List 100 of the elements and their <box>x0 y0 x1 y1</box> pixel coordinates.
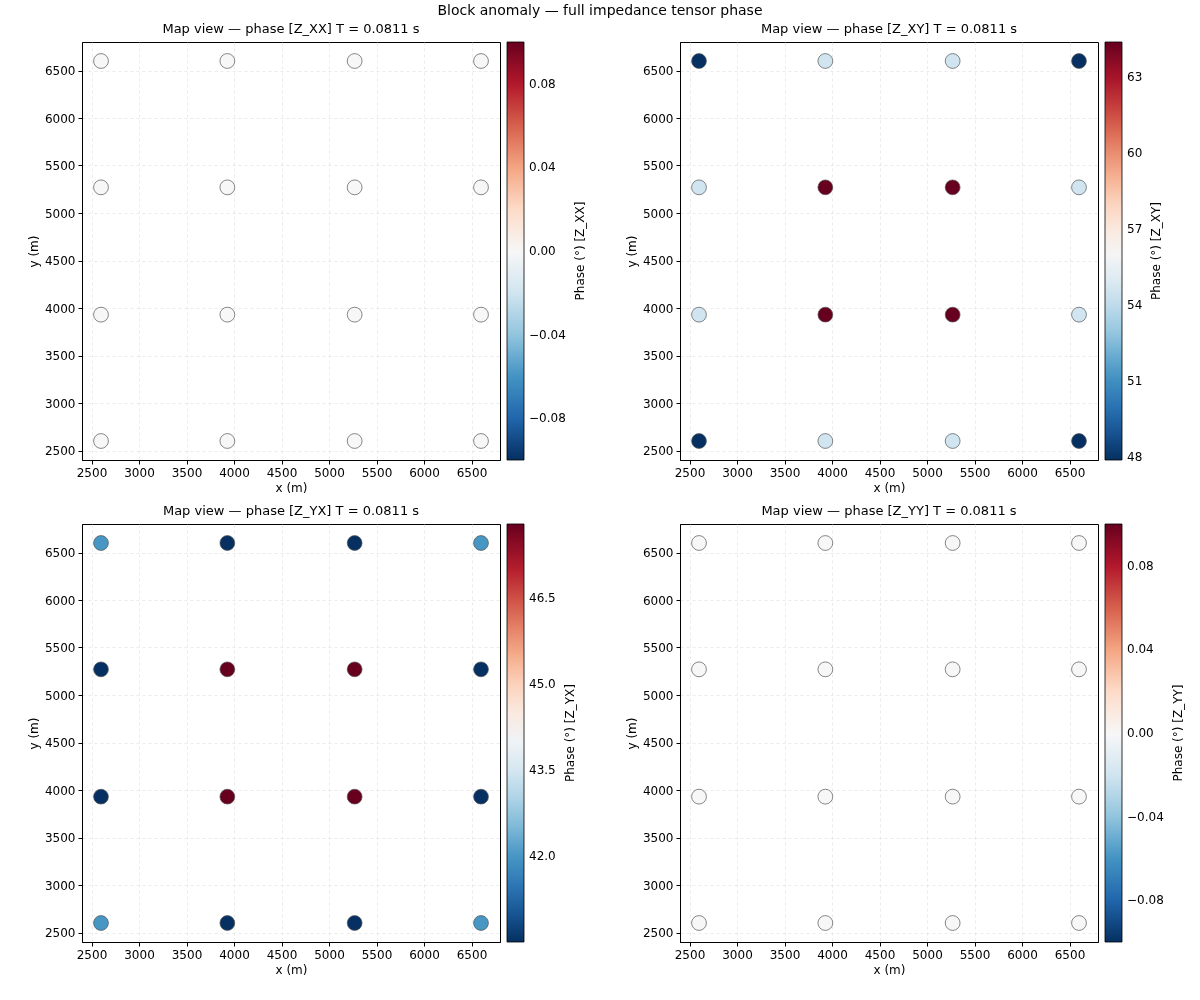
x-tick-label: 4500 <box>266 947 298 962</box>
x-tick-label: 3000 <box>722 465 753 480</box>
point <box>346 915 363 931</box>
text: Block anomaly — full impedance tensor phase <box>436 2 764 19</box>
point <box>944 179 961 196</box>
point <box>691 433 707 449</box>
color-bar-label: 60 <box>1127 146 1143 161</box>
y-tick-label: 6500 <box>642 64 674 78</box>
point <box>219 915 236 931</box>
point <box>817 535 834 551</box>
x-tick-label: 2500 <box>76 465 108 480</box>
point <box>473 788 489 805</box>
color-bar-title: Phase (°) [Z_YY] <box>1170 684 1185 782</box>
y-tick-label: 6500 <box>44 64 76 78</box>
point <box>691 179 707 196</box>
y-tick-label: 3500 <box>642 831 674 845</box>
point <box>944 915 961 931</box>
color-bar-label: 63 <box>1127 70 1143 85</box>
x-tick-label: 6500 <box>1054 947 1086 962</box>
color-bar-label: 0.08 <box>1127 558 1154 573</box>
x-tick-label: 6500 <box>1054 465 1086 480</box>
x-tick-label: 5500 <box>361 947 393 962</box>
y-axis-title: y (m) <box>624 717 639 750</box>
y-tick-label: 3000 <box>44 396 76 411</box>
x-axis-title: x (m) <box>873 480 906 495</box>
y-tick-label: 4000 <box>642 301 674 316</box>
point <box>219 535 236 551</box>
x-tick-label: 5000 <box>912 465 943 480</box>
point <box>346 788 363 805</box>
point <box>817 788 834 805</box>
y-tick-label: 4500 <box>44 736 76 750</box>
point <box>219 179 236 196</box>
x-tick-label: 5500 <box>361 465 393 480</box>
point <box>473 661 489 678</box>
x-tick-label: 2500 <box>76 947 108 962</box>
point <box>219 788 236 805</box>
y-tick-label: 4000 <box>642 783 674 798</box>
point <box>691 306 707 323</box>
color-bar-label: 0.08 <box>529 76 556 91</box>
chart-title: Map view — phase [Z_YX] T = 0.0811 s <box>162 503 420 518</box>
point <box>944 433 961 449</box>
point <box>219 433 236 449</box>
color-bar-label: 0.00 <box>1127 726 1154 740</box>
point <box>817 915 834 931</box>
y-tick-label: 5500 <box>642 641 674 655</box>
y-tick-label: 5500 <box>44 159 76 173</box>
x-tick-label: 6000 <box>1007 947 1038 962</box>
point <box>691 788 707 805</box>
x-tick-label: 4500 <box>864 947 896 962</box>
point <box>93 53 109 69</box>
color-bar-label: 42.0 <box>529 849 556 864</box>
point <box>473 915 489 931</box>
color-bar-label: 0.00 <box>529 244 556 258</box>
y-tick-label: 5000 <box>44 206 76 221</box>
point <box>1071 433 1087 449</box>
point <box>346 179 363 196</box>
point <box>219 661 236 678</box>
point <box>817 661 834 678</box>
x-tick-label: 3500 <box>171 947 203 962</box>
point <box>346 433 363 449</box>
point <box>944 53 961 69</box>
y-tick-label: 5000 <box>642 688 674 703</box>
color-bar-label: 54 <box>1127 298 1143 313</box>
y-tick-label: 5500 <box>44 641 76 655</box>
point <box>1071 788 1087 805</box>
point <box>944 661 961 678</box>
point <box>346 53 363 69</box>
y-tick-label: 3500 <box>44 349 76 363</box>
point <box>1071 306 1087 323</box>
point <box>473 53 489 69</box>
y-tick-label: 3000 <box>642 878 674 893</box>
x-tick-label: 4000 <box>817 947 848 962</box>
point <box>93 788 109 805</box>
x-tick-label: 6500 <box>456 947 488 962</box>
color-bar-label: 57 <box>1127 222 1143 237</box>
x-tick-label: 3000 <box>124 947 155 962</box>
y-tick-label: 6000 <box>44 111 76 126</box>
point <box>473 306 489 323</box>
point <box>219 306 236 323</box>
point <box>346 306 363 323</box>
y-tick-label: 6000 <box>642 593 674 608</box>
color-bar-title: Phase (°) [Z_XX] <box>572 201 587 301</box>
point <box>944 306 961 323</box>
color-bar-title: Phase (°) [Z_XY] <box>1149 202 1164 300</box>
point <box>93 535 109 551</box>
point <box>817 433 834 449</box>
y-tick-label: 4500 <box>44 254 76 268</box>
point <box>691 661 707 678</box>
y-tick-label: 2500 <box>44 444 76 458</box>
x-tick-label: 5000 <box>314 947 345 962</box>
y-tick-label: 4500 <box>642 254 674 268</box>
point <box>93 306 109 323</box>
y-tick-label: 3000 <box>642 396 674 411</box>
point <box>219 53 236 69</box>
y-tick-label: 2500 <box>642 926 674 940</box>
point <box>93 433 109 449</box>
x-axis-title: x (m) <box>873 962 906 977</box>
x-tick-label: 3500 <box>171 465 203 480</box>
color-bar-label: −0.04 <box>1127 809 1164 824</box>
y-tick-label: 6000 <box>44 593 76 608</box>
